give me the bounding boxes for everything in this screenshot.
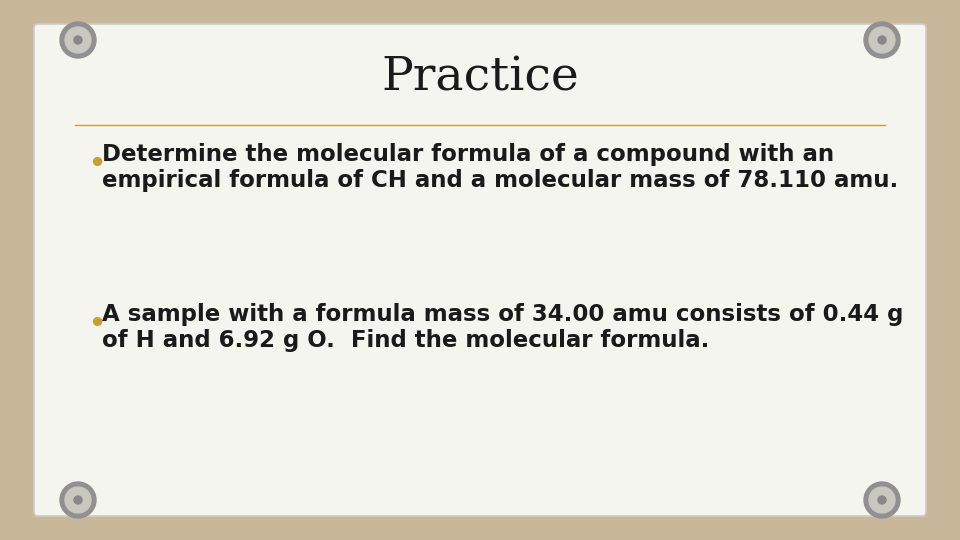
Circle shape bbox=[864, 482, 900, 518]
Circle shape bbox=[869, 27, 895, 53]
Circle shape bbox=[74, 496, 82, 504]
Text: •: • bbox=[88, 152, 106, 178]
Text: •: • bbox=[88, 312, 106, 338]
Circle shape bbox=[878, 36, 886, 44]
Text: A sample with a formula mass of 34.00 amu consists of 0.44 g: A sample with a formula mass of 34.00 am… bbox=[102, 303, 903, 327]
Circle shape bbox=[60, 482, 96, 518]
Text: Determine the molecular formula of a compound with an: Determine the molecular formula of a com… bbox=[102, 144, 834, 166]
Text: Practice: Practice bbox=[381, 56, 579, 100]
Circle shape bbox=[74, 36, 82, 44]
Circle shape bbox=[878, 496, 886, 504]
Circle shape bbox=[65, 27, 91, 53]
Circle shape bbox=[869, 487, 895, 513]
Text: empirical formula of CH and a molecular mass of 78.110 amu.: empirical formula of CH and a molecular … bbox=[102, 168, 899, 192]
Circle shape bbox=[864, 22, 900, 58]
Circle shape bbox=[60, 22, 96, 58]
FancyBboxPatch shape bbox=[34, 24, 926, 516]
Circle shape bbox=[65, 487, 91, 513]
Text: of H and 6.92 g O.  Find the molecular formula.: of H and 6.92 g O. Find the molecular fo… bbox=[102, 328, 709, 352]
